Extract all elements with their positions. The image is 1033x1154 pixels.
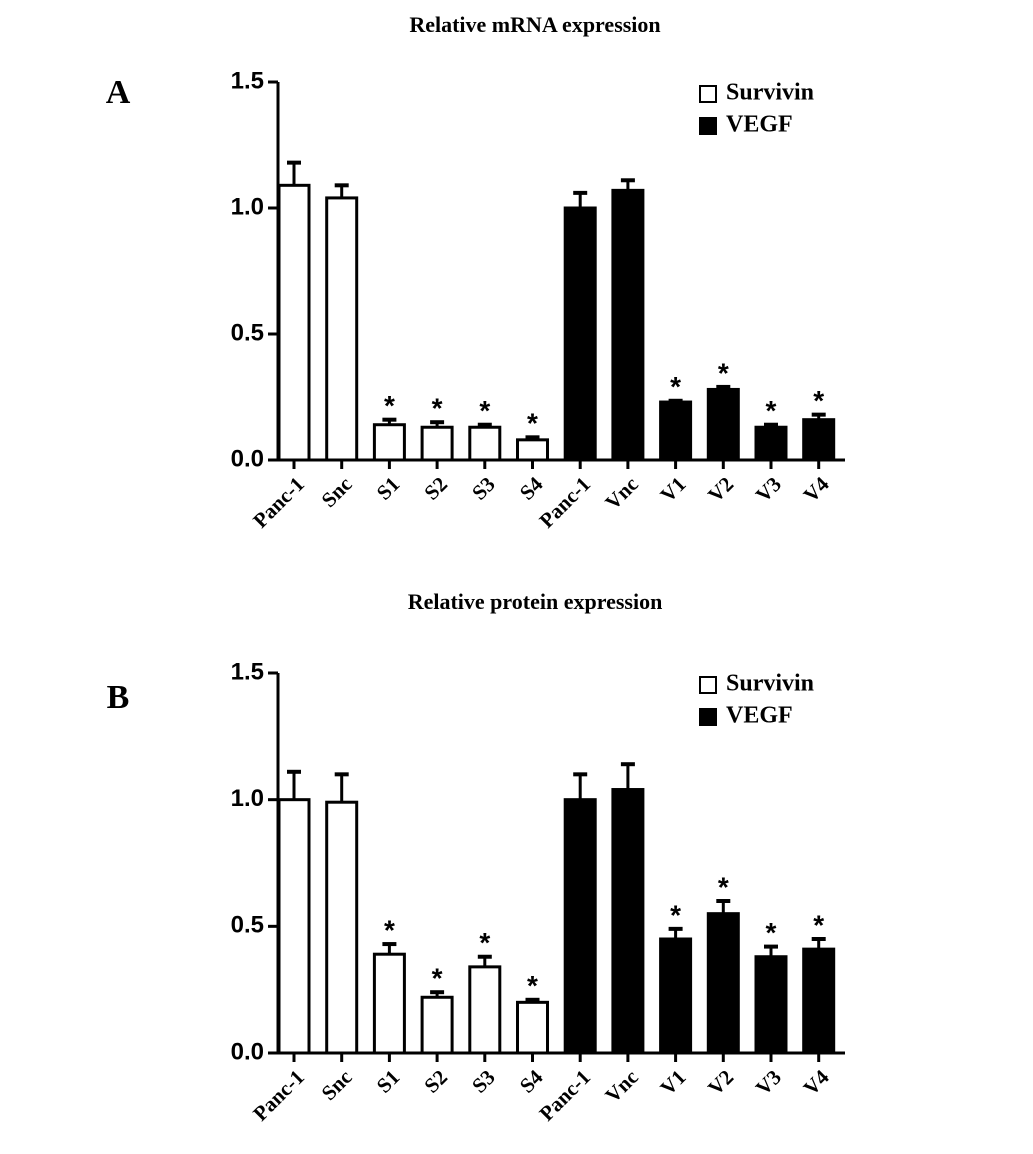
bar (325, 196, 359, 462)
x-tick-label: V3 (751, 472, 786, 507)
bar (420, 425, 454, 462)
significance-mark: * (479, 927, 490, 958)
significance-mark: * (670, 371, 681, 402)
y-tick-label: 0.0 (231, 1038, 264, 1065)
bar (325, 800, 359, 1055)
x-tick-label: Snc (317, 472, 357, 512)
bar (706, 387, 740, 462)
y-tick-label: 0.0 (231, 445, 264, 472)
bar (659, 400, 693, 462)
bar (659, 937, 693, 1055)
bar (802, 947, 836, 1055)
x-tick-label: Panc-1 (248, 1065, 309, 1126)
significance-mark: * (384, 914, 395, 945)
x-tick-label: V3 (751, 1065, 786, 1100)
significance-mark: * (813, 385, 824, 416)
bar (563, 798, 597, 1055)
x-tick-label: S1 (372, 472, 405, 505)
x-tick-label: S3 (467, 472, 500, 505)
bar (611, 188, 645, 462)
x-tick-label: V4 (799, 472, 834, 507)
x-tick-label: S2 (419, 472, 452, 505)
significance-mark: * (432, 393, 443, 424)
legend-label: Survivin (726, 80, 814, 106)
x-tick-label: Vnc (600, 472, 643, 515)
significance-mark: * (813, 909, 824, 940)
bar (277, 798, 311, 1055)
y-tick-label: 1.0 (231, 193, 264, 220)
y-tick-label: 0.5 (231, 912, 264, 939)
significance-mark: * (670, 899, 681, 930)
x-tick-label: S4 (515, 1065, 548, 1098)
x-tick-label: V4 (799, 1065, 834, 1100)
bar (516, 1000, 549, 1055)
y-tick-label: 0.5 (231, 319, 264, 346)
bar (754, 425, 788, 462)
y-tick-label: 1.5 (231, 658, 264, 685)
legend-label: Survivin (726, 671, 814, 697)
legend-swatch (699, 708, 717, 726)
bar (372, 423, 406, 462)
x-tick-label: Vnc (600, 1065, 643, 1108)
x-tick-label: S2 (419, 1065, 452, 1098)
bar (420, 995, 454, 1055)
y-tick-label: 1.0 (231, 785, 264, 812)
significance-mark: * (766, 917, 777, 948)
significance-mark: * (718, 871, 729, 902)
significance-mark: * (527, 408, 538, 439)
bar (706, 912, 740, 1055)
bar (468, 425, 502, 462)
bar (516, 438, 549, 462)
x-tick-label: V2 (703, 1065, 738, 1100)
x-tick-label: S4 (515, 472, 548, 505)
x-tick-label: S3 (467, 1065, 500, 1098)
x-tick-label: Snc (317, 1065, 357, 1105)
x-tick-label: Panc-1 (534, 1065, 595, 1126)
chart-title: Relative protein expression (408, 589, 663, 614)
legend-label: VEGF (726, 703, 793, 729)
x-tick-label: V1 (655, 472, 690, 507)
significance-mark: * (479, 395, 490, 426)
panel-label: B (107, 679, 130, 716)
legend-swatch (699, 117, 717, 135)
x-tick-label: V1 (655, 1065, 690, 1100)
bar (611, 788, 645, 1055)
bar (563, 206, 597, 462)
legend-label: VEGF (726, 112, 793, 138)
significance-mark: * (527, 970, 538, 1001)
significance-mark: * (718, 357, 729, 388)
legend-swatch (699, 676, 717, 694)
x-tick-label: Panc-1 (534, 472, 595, 533)
x-tick-label: S1 (372, 1065, 405, 1098)
x-tick-label: V2 (703, 472, 738, 507)
bar (468, 965, 502, 1055)
bar (372, 952, 406, 1055)
chart-title: Relative mRNA expression (409, 12, 660, 37)
bar (802, 418, 836, 462)
y-tick-label: 1.5 (231, 67, 264, 94)
bar (277, 183, 311, 462)
significance-mark: * (432, 963, 443, 994)
x-tick-label: Panc-1 (248, 472, 309, 533)
significance-mark: * (766, 395, 777, 426)
significance-mark: * (384, 390, 395, 421)
legend-swatch (699, 85, 717, 103)
bar (754, 955, 788, 1055)
panel-label: A (106, 74, 131, 111)
